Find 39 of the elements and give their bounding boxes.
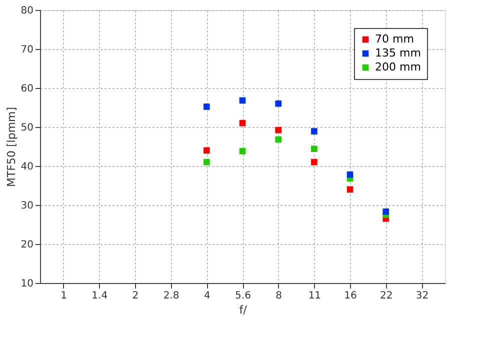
x-tick-label: 1.4	[92, 290, 108, 302]
x-tick-label: 4	[204, 290, 210, 302]
x-tick-label: 11	[308, 290, 322, 302]
x-tick-label: 32	[416, 290, 429, 302]
x-tick-label: 1	[60, 290, 67, 302]
point	[239, 97, 246, 104]
y-tick-label: 40	[20, 162, 34, 172]
y-tick-label: 60	[20, 84, 34, 94]
point	[239, 148, 246, 154]
x-tick-label: 8	[276, 290, 282, 302]
x-axis-title: f/	[239, 304, 248, 316]
x-tick-label: 2.8	[163, 290, 180, 302]
x-tick-label: 5.6	[235, 290, 251, 302]
point	[203, 104, 210, 110]
point	[203, 147, 210, 154]
point	[275, 126, 282, 134]
x-tick-label: 2	[132, 290, 139, 302]
y-tick-label: 70	[20, 44, 34, 56]
point	[346, 171, 354, 178]
legend-label: 70 mm	[375, 32, 414, 46]
point	[275, 100, 282, 107]
legend-label: 135 mm	[375, 46, 421, 60]
x-tick-label: 22	[380, 290, 393, 302]
y-tick-label: 50	[20, 122, 34, 134]
point	[311, 128, 318, 134]
point	[203, 158, 210, 166]
y-tick-label: 10	[20, 278, 34, 290]
point	[311, 158, 318, 166]
y-axis-title: MTF50 [lpmm]	[4, 106, 18, 188]
point	[382, 208, 390, 215]
point	[275, 136, 282, 143]
point	[311, 146, 318, 152]
y-tick-label: 80	[20, 6, 34, 16]
y-tick-label: 30	[20, 200, 34, 212]
y-tick-label: 20	[20, 240, 34, 250]
x-tick-label: 16	[344, 290, 357, 302]
point	[239, 120, 246, 126]
legend-label: 200 mm	[375, 60, 421, 74]
point	[346, 186, 354, 193]
